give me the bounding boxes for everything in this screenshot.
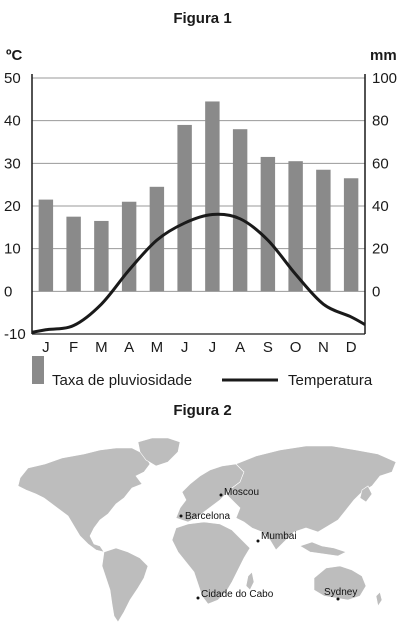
right-axis-unit-label: mm xyxy=(370,47,397,64)
city-dot-cidade-do-cabo xyxy=(196,596,200,600)
left-tick-label: 0 xyxy=(4,283,12,300)
right-tick-label: 20 xyxy=(372,241,389,258)
legend-temperature-label: Temperatura xyxy=(288,372,373,389)
month-label: J xyxy=(181,339,189,356)
greenland xyxy=(137,437,181,467)
month-label: F xyxy=(69,339,78,356)
left-tick-label: -10 xyxy=(4,326,26,343)
legend-rainfall-swatch xyxy=(32,356,44,384)
rainfall-bar xyxy=(121,201,137,292)
right-tick-label: 0 xyxy=(372,283,380,300)
new-zealand xyxy=(375,591,383,607)
month-label: M xyxy=(151,339,164,356)
rainfall-bar xyxy=(288,161,303,292)
city-markers: Moscou Barcelona Mumbai Cidade do Cabo S… xyxy=(179,487,357,601)
rainfall-bar xyxy=(38,199,54,292)
left-tick-label: 50 xyxy=(4,70,21,87)
right-tick-label: 40 xyxy=(372,198,389,215)
rainfall-bar xyxy=(205,101,220,292)
figure-2-title: Figura 2 xyxy=(173,402,232,419)
city-dot-barcelona xyxy=(179,514,183,518)
rainfall-bar xyxy=(177,124,192,292)
asia xyxy=(225,445,397,551)
right-tick-label: 60 xyxy=(372,155,389,172)
south-america xyxy=(101,547,149,623)
month-label: J xyxy=(209,339,217,356)
city-dot-moscou xyxy=(219,493,223,497)
legend-rainfall-label: Taxa de pluviosidade xyxy=(52,372,192,389)
chart-axes xyxy=(31,74,366,335)
left-tick-label: 30 xyxy=(4,155,21,172)
city-label-barcelona: Barcelona xyxy=(185,511,230,522)
chart-legend: Taxa de pluviosidade Temperatura xyxy=(32,356,373,389)
month-label: D xyxy=(346,339,357,356)
chart-gridlines xyxy=(32,77,365,292)
month-label: M xyxy=(95,339,108,356)
city-label-sydney: Sydney xyxy=(324,587,357,598)
indonesia xyxy=(299,541,347,557)
continents xyxy=(17,437,397,623)
rainfall-bar xyxy=(66,216,81,292)
month-label: N xyxy=(318,339,329,356)
month-label: A xyxy=(235,339,245,356)
figure-1-title: Figura 1 xyxy=(173,10,232,27)
rainfall-bar xyxy=(94,220,109,292)
left-tick-label: 20 xyxy=(4,198,21,215)
australia xyxy=(313,565,367,601)
rainfall-bars xyxy=(38,101,359,292)
africa xyxy=(171,521,251,605)
city-label-moscou: Moscou xyxy=(224,487,259,498)
temperature-line xyxy=(31,212,366,334)
rainfall-bar xyxy=(316,169,331,292)
north-america xyxy=(17,447,151,553)
right-tick-label: 100 xyxy=(372,70,397,87)
left-axis-unit-label: ºC xyxy=(6,47,22,64)
month-label: O xyxy=(290,339,302,356)
city-label-mumbai: Mumbai xyxy=(261,531,297,542)
city-dot-mumbai xyxy=(256,539,260,543)
rainfall-bar xyxy=(260,156,276,292)
rainfall-bar xyxy=(343,178,359,292)
japan xyxy=(359,485,373,503)
left-tick-label: 10 xyxy=(4,241,21,258)
world-map: Moscou Barcelona Mumbai Cidade do Cabo S… xyxy=(17,437,397,623)
city-dot-sydney xyxy=(336,597,340,601)
right-tick-label: 80 xyxy=(372,113,389,130)
city-label-cidade-do-cabo: Cidade do Cabo xyxy=(201,589,274,600)
madagascar xyxy=(245,571,255,591)
rainfall-bar xyxy=(232,129,248,292)
month-label: S xyxy=(263,339,273,356)
month-label: J xyxy=(42,339,50,356)
month-label: A xyxy=(124,339,134,356)
temperature-line-group xyxy=(31,212,366,334)
left-tick-label: 40 xyxy=(4,113,21,130)
